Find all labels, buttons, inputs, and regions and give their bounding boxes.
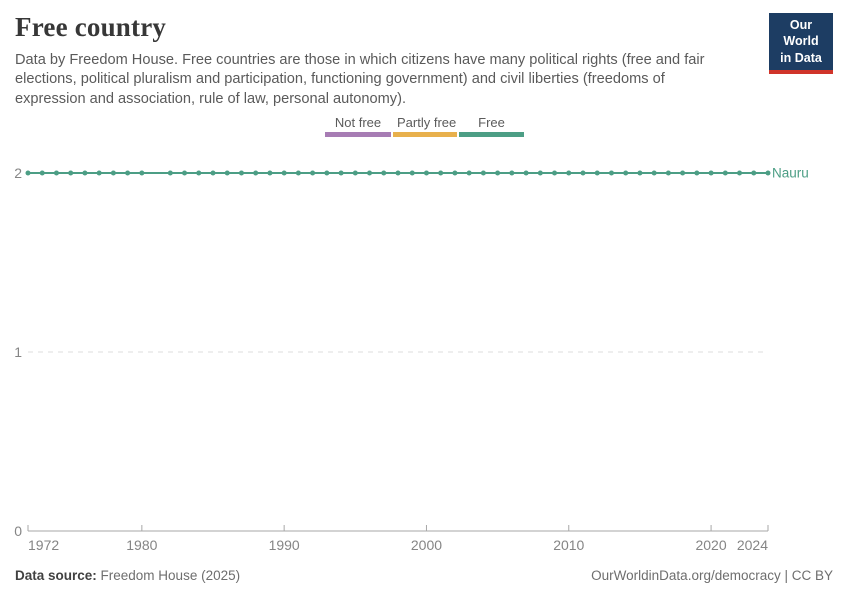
data-point-nauru-1999[interactable]	[409, 170, 415, 176]
y-tick-label-1: 1	[14, 344, 22, 360]
x-tick-label-1972: 1972	[28, 537, 59, 553]
data-point-nauru-2014[interactable]	[623, 170, 629, 176]
chart-plot-area[interactable]: 1972 1980 1990 2000 2010 2020 2024 0 1 2 Nauru	[0, 140, 850, 565]
data-point-nauru-2005[interactable]	[495, 170, 501, 176]
data-point-nauru-1997[interactable]	[381, 170, 387, 176]
x-tick-label-1980: 1980	[126, 537, 157, 553]
data-point-nauru-1973[interactable]	[39, 170, 45, 176]
data-point-nauru-2001[interactable]	[438, 170, 444, 176]
data-point-nauru-1986[interactable]	[224, 170, 230, 176]
data-point-nauru-1975[interactable]	[68, 170, 74, 176]
data-point-nauru-1974[interactable]	[53, 170, 59, 176]
data-point-nauru-1990[interactable]	[281, 170, 287, 176]
data-point-nauru-1980[interactable]	[139, 170, 145, 176]
credit-link[interactable]: OurWorldinData.org/democracy | CC BY	[591, 568, 833, 583]
data-point-nauru-2009[interactable]	[552, 170, 558, 176]
data-point-nauru-2018[interactable]	[680, 170, 686, 176]
data-point-nauru-1983[interactable]	[182, 170, 188, 176]
data-point-nauru-2016[interactable]	[651, 170, 657, 176]
data-point-nauru-2023[interactable]	[751, 170, 757, 176]
data-point-nauru-1982[interactable]	[167, 170, 173, 176]
y-tick-label-2: 2	[14, 165, 22, 181]
data-point-nauru-1992[interactable]	[310, 170, 316, 176]
data-point-nauru-1984[interactable]	[196, 170, 202, 176]
data-point-nauru-1994[interactable]	[338, 170, 344, 176]
legend-swatch-not-free	[325, 132, 391, 137]
data-point-nauru-1989[interactable]	[267, 170, 273, 176]
chart-legend: Not free Partly free Free	[325, 115, 524, 137]
page-title: Free country	[15, 12, 167, 42]
chart-footer: Data source: Freedom House (2025) OurWor…	[15, 568, 833, 583]
data-point-nauru-1988[interactable]	[253, 170, 259, 176]
data-point-nauru-2013[interactable]	[608, 170, 614, 176]
data-point-nauru-1972[interactable]	[25, 170, 31, 176]
owid-logo[interactable]: Our World in Data	[769, 13, 833, 74]
data-point-nauru-1998[interactable]	[395, 170, 401, 176]
line-chart-svg[interactable]: 1972 1980 1990 2000 2010 2020 2024 0 1 2 Nauru	[0, 140, 850, 560]
data-point-nauru-1979[interactable]	[125, 170, 131, 176]
data-point-nauru-1985[interactable]	[210, 170, 216, 176]
legend-label: Not free	[334, 115, 382, 130]
entity-label-nauru[interactable]: Nauru	[772, 166, 809, 181]
data-point-nauru-2020[interactable]	[708, 170, 714, 176]
y-tick-label-0: 0	[14, 523, 22, 539]
data-point-nauru-2024[interactable]	[765, 170, 771, 176]
x-tick-label-2020: 2020	[695, 537, 726, 553]
data-point-nauru-2011[interactable]	[580, 170, 586, 176]
data-point-nauru-1993[interactable]	[324, 170, 330, 176]
data-point-nauru-2021[interactable]	[722, 170, 728, 176]
data-point-nauru-2004[interactable]	[480, 170, 486, 176]
data-point-nauru-1978[interactable]	[110, 170, 116, 176]
data-point-nauru-2010[interactable]	[566, 170, 572, 176]
data-point-nauru-2008[interactable]	[537, 170, 543, 176]
data-point-nauru-1976[interactable]	[82, 170, 88, 176]
legend-swatch-free	[459, 132, 524, 137]
legend-label: Free	[478, 115, 505, 130]
legend-item-partly-free[interactable]: Partly free	[393, 115, 457, 137]
data-point-nauru-2007[interactable]	[523, 170, 529, 176]
data-point-nauru-2015[interactable]	[637, 170, 643, 176]
x-tick-label-2024: 2024	[737, 537, 768, 553]
data-source-label: Data source:	[15, 568, 97, 583]
data-point-nauru-2017[interactable]	[665, 170, 671, 176]
data-point-nauru-2022[interactable]	[737, 170, 743, 176]
legend-swatch-partly-free	[393, 132, 457, 137]
owid-logo-line1: Our World	[783, 18, 819, 49]
data-point-nauru-2000[interactable]	[423, 170, 429, 176]
data-point-nauru-2012[interactable]	[594, 170, 600, 176]
data-point-nauru-1991[interactable]	[295, 170, 301, 176]
x-tick-label-2000: 2000	[411, 537, 442, 553]
data-point-nauru-2006[interactable]	[509, 170, 515, 176]
chart-subtitle: Data by Freedom House. Free countries ar…	[15, 52, 705, 107]
data-source-value: Freedom House (2025)	[96, 568, 241, 583]
legend-item-free[interactable]: Free	[459, 115, 524, 137]
x-tick-label-1990: 1990	[269, 537, 300, 553]
data-point-nauru-1995[interactable]	[352, 170, 358, 176]
legend-item-not-free[interactable]: Not free	[325, 115, 391, 137]
data-source: Data source: Freedom House (2025)	[15, 568, 240, 583]
x-tick-label-2010: 2010	[553, 537, 584, 553]
data-point-nauru-1996[interactable]	[367, 170, 373, 176]
legend-label: Partly free	[397, 115, 457, 130]
data-point-nauru-2019[interactable]	[694, 170, 700, 176]
owid-logo-line2: in Data	[780, 50, 822, 65]
data-point-nauru-1987[interactable]	[238, 170, 244, 176]
data-point-nauru-2002[interactable]	[452, 170, 458, 176]
data-point-nauru-1977[interactable]	[96, 170, 102, 176]
data-point-nauru-2003[interactable]	[466, 170, 472, 176]
